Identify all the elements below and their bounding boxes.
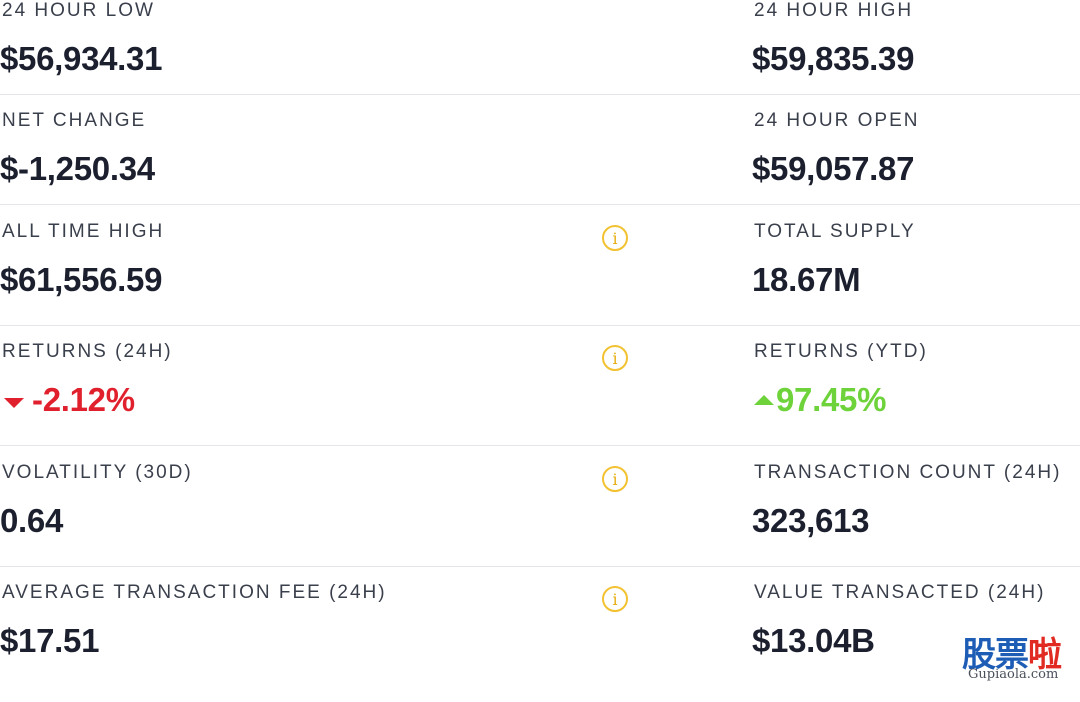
watermark-char: 啦 xyxy=(1028,635,1062,675)
info-icon[interactable]: i xyxy=(602,345,628,371)
row-divider xyxy=(0,445,1080,446)
stat-value: $61,556.59 xyxy=(0,261,163,298)
stat-net-change: NET CHANGE $-1,250.34 xyxy=(0,110,640,230)
watermark-char: 票 xyxy=(995,635,1029,675)
stats-grid: 24 HOUR LOW $56,934.31 24 HOUR HIGH $59,… xyxy=(0,0,1080,659)
stat-value: $-1,250.34 xyxy=(0,150,155,187)
stat-label: TRANSACTION COUNT (24H) xyxy=(754,462,1062,483)
stat-label: AVERAGE TRANSACTION FEE (24H) xyxy=(2,582,387,603)
stat-label: ALL TIME HIGH xyxy=(2,221,165,242)
stat-label: TOTAL SUPPLY xyxy=(754,221,916,242)
info-icon[interactable]: i xyxy=(602,466,628,492)
stat-avg-transaction-fee: AVERAGE TRANSACTION FEE (24H) $17.51 i xyxy=(0,582,640,702)
info-icon[interactable]: i xyxy=(602,586,628,612)
watermark-site: Gupiaola.com xyxy=(968,667,1059,682)
stat-value: -2.12% xyxy=(0,381,135,419)
caret-up-icon xyxy=(754,395,774,405)
stat-volatility-30d: VOLATILITY (30D) 0.64 i xyxy=(0,462,640,582)
row-divider xyxy=(0,94,1080,95)
row-divider xyxy=(0,325,1080,326)
stat-24h-low: 24 HOUR LOW $56,934.31 xyxy=(0,0,640,120)
watermark-logo: 股票啦 Gupiaola.com xyxy=(962,627,1074,683)
stat-label: RETURNS (24H) xyxy=(2,341,173,362)
stat-label: 24 HOUR OPEN xyxy=(754,110,920,131)
stat-value: 97.45% xyxy=(752,381,886,419)
stats-row: RETURNS (24H) -2.12% i RETURNS (YTD) 97.… xyxy=(0,341,1080,461)
stat-value: $59,057.87 xyxy=(752,150,915,187)
stat-label: NET CHANGE xyxy=(2,110,147,131)
row-divider xyxy=(0,566,1080,567)
stat-returns-24h: RETURNS (24H) -2.12% i xyxy=(0,341,640,461)
stat-value: $17.51 xyxy=(0,622,100,659)
info-icon[interactable]: i xyxy=(602,225,628,251)
stat-value: 0.64 xyxy=(0,502,64,539)
stat-total-supply: TOTAL SUPPLY 18.67M xyxy=(752,221,1080,341)
row-divider xyxy=(0,204,1080,205)
stat-value: 18.67M xyxy=(752,261,861,298)
stat-value-transacted: VALUE TRANSACTED (24H) $13.04B xyxy=(752,582,1080,702)
stats-row: NET CHANGE $-1,250.34 24 HOUR OPEN $59,0… xyxy=(0,110,1080,230)
stat-value-text: -2.12% xyxy=(32,381,135,418)
stats-row: ALL TIME HIGH $61,556.59 i TOTAL SUPPLY … xyxy=(0,221,1080,341)
stat-value-text: 97.45% xyxy=(776,381,887,418)
stat-value: $59,835.39 xyxy=(752,40,915,77)
stats-row: 24 HOUR LOW $56,934.31 24 HOUR HIGH $59,… xyxy=(0,0,1080,120)
stats-row: VOLATILITY (30D) 0.64 i TRANSACTION COUN… xyxy=(0,462,1080,582)
watermark-chars: 股票啦 xyxy=(962,627,1062,676)
stat-label: 24 HOUR HIGH xyxy=(754,0,914,21)
stat-transaction-count: TRANSACTION COUNT (24H) 323,613 xyxy=(752,462,1080,582)
watermark-char: 股 xyxy=(962,635,996,675)
stat-all-time-high: ALL TIME HIGH $61,556.59 i xyxy=(0,221,640,341)
stat-24h-open: 24 HOUR OPEN $59,057.87 xyxy=(752,110,1080,230)
stats-row: AVERAGE TRANSACTION FEE (24H) $17.51 i V… xyxy=(0,582,1080,702)
stat-label: RETURNS (YTD) xyxy=(754,341,928,362)
stat-value: $56,934.31 xyxy=(0,40,163,77)
caret-down-icon xyxy=(4,398,24,408)
stat-returns-ytd: RETURNS (YTD) 97.45% xyxy=(752,341,1080,461)
stat-label: 24 HOUR LOW xyxy=(2,0,155,21)
stat-value: $13.04B xyxy=(752,622,875,659)
stat-label: VALUE TRANSACTED (24H) xyxy=(754,582,1046,603)
stat-24h-high: 24 HOUR HIGH $59,835.39 xyxy=(752,0,1080,120)
stat-value: 323,613 xyxy=(752,502,870,539)
stat-label: VOLATILITY (30D) xyxy=(2,462,193,483)
